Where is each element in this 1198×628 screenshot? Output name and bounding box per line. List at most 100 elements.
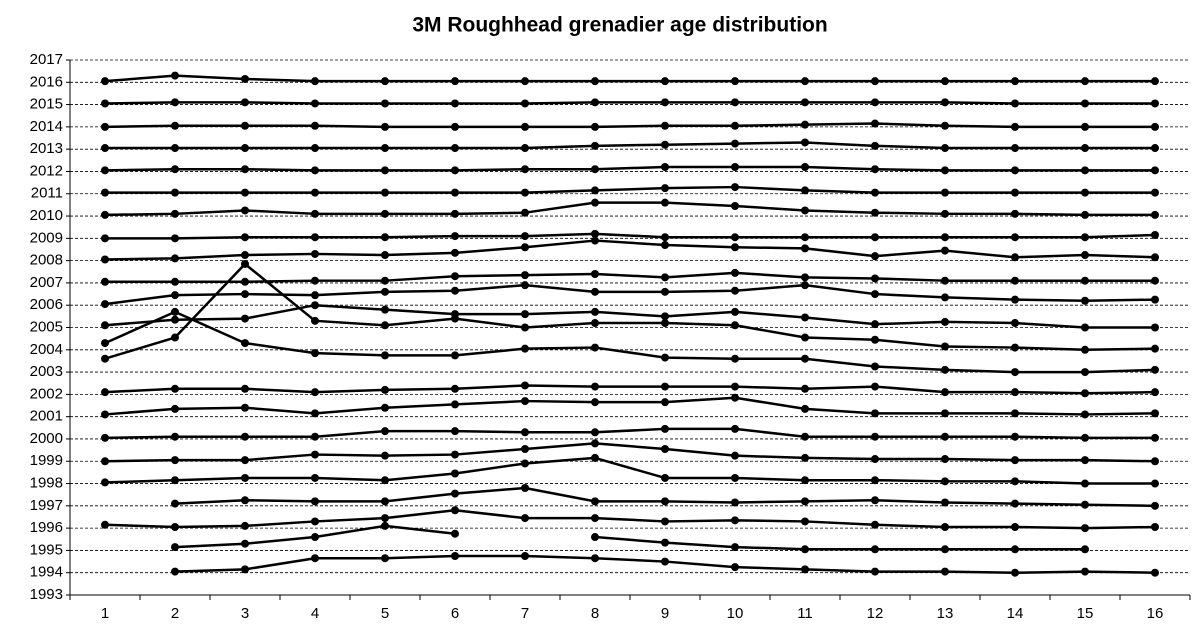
data-point <box>1151 77 1159 86</box>
series-line <box>104 427 1155 440</box>
y-tick-label: 2016 <box>30 73 63 90</box>
data-point <box>871 165 879 174</box>
data-point <box>801 186 809 195</box>
data-point <box>661 497 669 506</box>
data-point <box>1081 410 1089 419</box>
data-point <box>101 144 109 153</box>
data-point <box>801 273 809 282</box>
data-point <box>941 365 949 374</box>
series-line <box>104 310 1156 374</box>
data-point <box>171 567 179 576</box>
data-point <box>591 122 599 131</box>
data-point <box>941 567 949 576</box>
data-point <box>801 517 809 526</box>
data-point <box>171 98 179 107</box>
data-point <box>871 119 879 128</box>
data-point <box>241 188 249 197</box>
data-point <box>241 165 249 174</box>
data-point <box>1081 233 1089 242</box>
data-point <box>381 451 389 460</box>
data-point <box>101 255 109 264</box>
data-point <box>101 166 109 175</box>
data-point <box>311 233 319 242</box>
data-point <box>801 98 809 107</box>
data-point <box>1011 276 1019 285</box>
data-point <box>311 316 319 325</box>
data-point <box>451 489 459 498</box>
data-point <box>101 277 109 286</box>
data-point <box>521 397 529 406</box>
data-point <box>1011 209 1019 218</box>
data-point <box>451 351 459 360</box>
y-tick-label: 2013 <box>30 140 63 157</box>
data-point <box>1011 343 1019 352</box>
data-point <box>801 453 809 462</box>
data-point <box>1081 433 1089 442</box>
y-tick-label: 2006 <box>30 296 63 313</box>
data-point <box>591 453 599 462</box>
data-point <box>381 427 389 436</box>
data-point <box>521 459 529 468</box>
data-point <box>591 270 599 278</box>
x-tick-label: 13 <box>937 605 954 622</box>
data-point <box>941 498 949 507</box>
data-point <box>521 77 529 86</box>
data-point <box>1151 295 1159 304</box>
data-point <box>1151 409 1159 418</box>
data-point <box>941 409 949 418</box>
data-point <box>171 254 179 263</box>
data-point <box>171 291 179 300</box>
x-tick-label: 3 <box>241 605 249 622</box>
series-line <box>594 535 1085 551</box>
data-point <box>731 354 739 363</box>
data-point <box>521 271 529 280</box>
data-point <box>171 404 179 413</box>
data-point <box>171 456 179 465</box>
data-point <box>1011 499 1019 508</box>
data-point <box>1081 188 1089 197</box>
x-tick-label: 7 <box>521 605 529 622</box>
data-point <box>661 444 669 453</box>
data-point <box>591 198 599 207</box>
data-point <box>871 233 879 242</box>
data-point <box>941 144 949 153</box>
data-point <box>731 183 739 192</box>
data-point <box>591 533 599 542</box>
data-point <box>1151 210 1159 219</box>
data-point <box>381 209 389 218</box>
x-tick-label: 1 <box>101 605 109 622</box>
data-point <box>941 432 949 441</box>
series-line <box>104 396 1156 416</box>
series-line <box>104 101 1155 105</box>
y-tick-label: 2004 <box>30 341 63 358</box>
y-tick-label: 2008 <box>30 252 63 269</box>
y-tick-label: 2015 <box>30 96 63 113</box>
series-line <box>104 201 1155 217</box>
data-point <box>731 307 739 316</box>
data-point <box>521 122 529 131</box>
data-point <box>381 305 389 314</box>
data-point <box>1011 188 1019 197</box>
data-point <box>1011 144 1019 153</box>
data-point <box>381 144 389 153</box>
data-point <box>311 121 319 130</box>
data-point <box>101 433 109 442</box>
data-point <box>1151 501 1159 510</box>
data-point <box>871 208 879 217</box>
data-point <box>661 312 669 321</box>
data-point <box>171 476 179 485</box>
data-point <box>311 473 319 482</box>
data-point <box>171 543 179 552</box>
data-point <box>381 233 389 242</box>
data-point <box>1151 388 1159 397</box>
data-point <box>311 209 319 218</box>
data-point <box>801 206 809 215</box>
data-point <box>171 432 179 441</box>
data-point <box>871 98 879 107</box>
data-point <box>661 382 669 391</box>
data-point <box>1011 456 1019 465</box>
data-point <box>451 77 459 86</box>
data-point <box>241 277 249 286</box>
